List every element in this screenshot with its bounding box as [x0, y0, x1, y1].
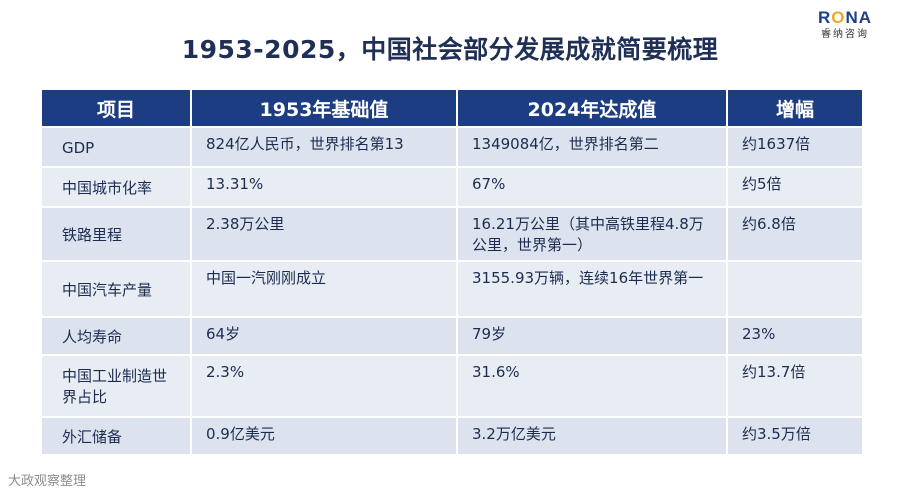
header-base-1953: 1953年基础值 [190, 88, 458, 128]
cell-base: 824亿人民币，世界排名第13 [190, 126, 458, 168]
cell-growth: 约6.8倍 [726, 206, 864, 262]
cell-achieved: 67% [456, 166, 728, 208]
table-row: 外汇储备 0.9亿美元 3.2万亿美元 约3.5万倍 [40, 416, 864, 456]
cell-growth: 约5倍 [726, 166, 864, 208]
cell-achieved: 16.21万公里（其中高铁里程4.8万公里，世界第一） [456, 206, 728, 262]
table-header-row: 项目 1953年基础值 2024年达成值 增幅 [40, 88, 864, 128]
logo-wordmark: RONA [817, 8, 873, 27]
header-growth: 增幅 [726, 88, 864, 128]
table-row: 人均寿命 64岁 79岁 23% [40, 316, 864, 356]
cell-growth: 约1637倍 [726, 126, 864, 168]
cell-achieved: 79岁 [456, 316, 728, 356]
cell-base: 0.9亿美元 [190, 416, 458, 456]
cell-item: 中国汽车产量 [40, 260, 192, 318]
table-row: 中国城市化率 13.31% 67% 约5倍 [40, 166, 864, 208]
cell-item: 外汇储备 [40, 416, 192, 456]
cell-item: 人均寿命 [40, 316, 192, 356]
cell-item: 中国城市化率 [40, 166, 192, 208]
cell-base: 2.38万公里 [190, 206, 458, 262]
table-row: 铁路里程 2.38万公里 16.21万公里（其中高铁里程4.8万公里，世界第一）… [40, 206, 864, 262]
cell-achieved: 1349084亿，世界排名第二 [456, 126, 728, 168]
table-row: GDP 824亿人民币，世界排名第13 1349084亿，世界排名第二 约163… [40, 126, 864, 168]
table-row: 中国汽车产量 中国一汽刚刚成立 3155.93万辆，连续16年世界第一 [40, 260, 864, 318]
cell-item: 中国工业制造世界占比 [40, 354, 192, 418]
cell-item: 铁路里程 [40, 206, 192, 262]
cell-base: 13.31% [190, 166, 458, 208]
cell-growth: 约13.7倍 [726, 354, 864, 418]
source-watermark: 大政观察整理 [8, 474, 87, 489]
cell-growth: 约3.5万倍 [726, 416, 864, 456]
cell-achieved: 3.2万亿美元 [456, 416, 728, 456]
cell-item: GDP [40, 126, 192, 168]
cell-base: 64岁 [190, 316, 458, 356]
cell-base: 中国一汽刚刚成立 [190, 260, 458, 318]
cell-achieved: 3155.93万辆，连续16年世界第一 [456, 260, 728, 318]
header-achieved-2024: 2024年达成值 [456, 88, 728, 128]
cell-base: 2.3% [190, 354, 458, 418]
achievement-table: 项目 1953年基础值 2024年达成值 增幅 GDP 824亿人民币，世界排名… [40, 88, 864, 456]
logo-subtitle: 睿纳咨询 [821, 29, 869, 40]
page-title: 1953-2025，中国社会部分发展成就简要梳理 [181, 35, 719, 64]
cell-growth: 23% [726, 316, 864, 356]
table-row: 中国工业制造世界占比 2.3% 31.6% 约13.7倍 [40, 354, 864, 418]
cell-achieved: 31.6% [456, 354, 728, 418]
rona-logo: RONA 睿纳咨询 [808, 8, 882, 41]
header-item: 项目 [40, 88, 192, 128]
cell-growth [726, 260, 864, 318]
